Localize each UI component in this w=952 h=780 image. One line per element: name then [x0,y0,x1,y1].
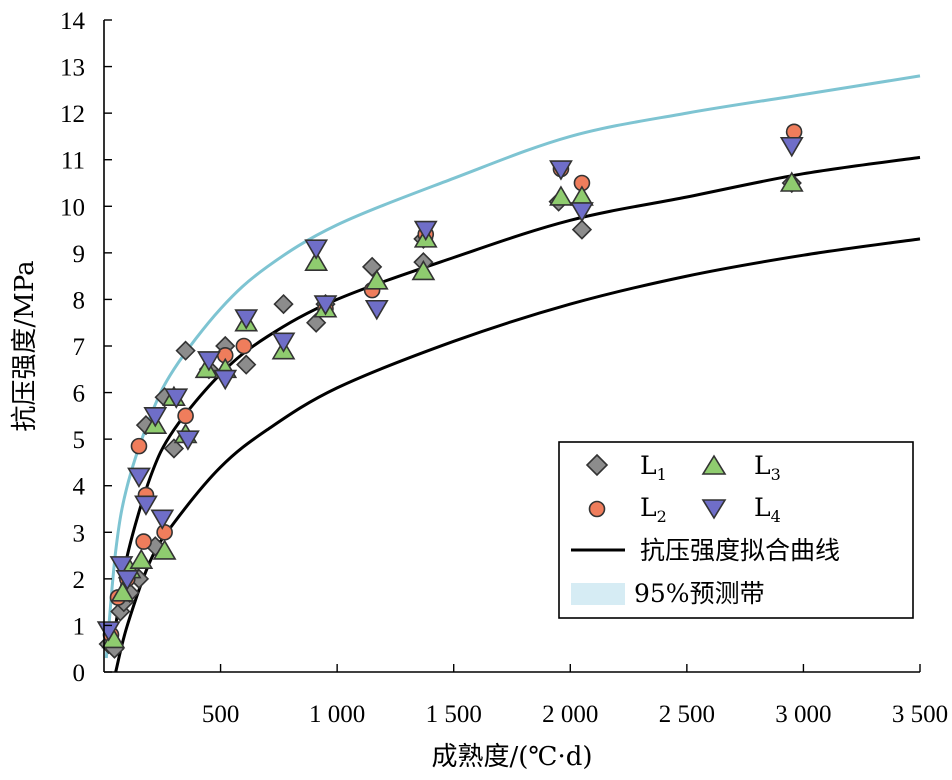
x-tick-label: 500 [202,701,240,728]
x-tick-label: 3 500 [892,701,948,728]
data-point-l2 [235,337,253,355]
legend-label-l3-name: L [754,451,771,480]
data-point-l4 [109,556,134,577]
data-point-l2 [130,437,148,455]
data-point-l4 [127,467,151,488]
data-point-l4 [134,495,158,516]
y-tick-label: 2 [73,567,86,594]
x-tick-label: 1 500 [426,701,482,728]
data-point-l4 [271,332,296,353]
data-point-l1 [571,219,593,240]
x-tick-label: 2 500 [659,701,715,728]
y-tick-label: 7 [73,334,86,361]
y-tick-label: 4 [73,474,86,501]
legend-label-l4-subscript: 4 [771,507,781,526]
data-point-l2 [135,533,152,550]
data-point-l1 [306,312,327,333]
data-point-l4 [150,509,175,530]
legend-label-l1-name: L [640,451,657,480]
data-point-l4 [413,220,438,242]
data-point-l4 [197,351,221,372]
x-tick-label: 2 000 [542,701,598,728]
legend-label-band: 95%预测带 [634,579,765,608]
prediction-band-upper-line [104,74,921,659]
data-point-l3 [779,171,804,192]
y-axis-title: 抗压强度/MPa [10,260,40,431]
legend-label-fit: 抗压强度拟合曲线 [640,536,840,565]
x-tick-label: 3 000 [775,701,831,728]
legend-label-l2-name: L [640,493,657,522]
data-point-l4 [549,160,573,181]
data-point-l1 [175,340,196,361]
data-point-l4 [164,388,189,409]
data-point-l2 [177,407,194,425]
legend-label-l1-subscript: 1 [657,465,667,484]
legend-label-l3-subscript: 3 [771,465,781,484]
legend-label-l2-subscript: 2 [657,507,667,526]
y-tick-label: 8 [73,287,86,314]
data-point-l4 [213,369,238,391]
data-point-l4 [779,136,804,158]
ticks: 500 1 000 1 500 2 000 2 500 3 000 3 5000123456… [60,8,948,728]
data-points-layer [96,123,804,659]
legend-label-l2: L2 [640,493,667,526]
data-point-l3 [304,250,329,271]
legend-marker-l2 [588,500,606,518]
fit-curve-layer [114,155,921,673]
legend-label-l3: L3 [754,451,781,484]
data-point-l4 [313,295,338,316]
x-axis-title: 成熟度/(℃·d) [431,742,592,772]
data-point-l3 [129,548,154,570]
y-tick-label: 13 [60,55,85,82]
fit-curve-lower [114,237,921,673]
data-point-l4 [304,239,329,260]
y-tick-label: 12 [60,101,85,128]
data-point-l4 [115,570,140,591]
data-point-l1 [163,438,185,459]
x-tick-label: 1 000 [309,701,365,728]
fit-curve-upper [114,155,921,626]
data-point-l4 [234,309,259,330]
y-tick-label: 14 [60,8,86,35]
legend-label-l4: L4 [754,493,781,526]
prediction-band-layer [104,74,921,659]
data-point-l3 [364,269,389,290]
data-point-l3 [411,259,436,281]
y-tick-label: 1 [73,613,86,640]
data-point-l3 [549,185,573,206]
y-tick-label: 11 [61,148,85,175]
legend: L1 L3 L2 L4 抗压强度拟合曲线 95%预测带 [558,441,914,619]
y-tick-label: 5 [73,427,86,454]
data-point-l4 [570,202,594,223]
legend-band-swatch [571,583,625,605]
legend-marker-l3 [701,454,727,475]
data-point-l3 [194,357,219,379]
y-tick-label: 9 [73,241,86,268]
data-point-l2 [156,523,173,541]
data-point-l1 [273,293,294,315]
data-point-l1 [236,354,257,375]
legend-marker-l1 [585,453,609,477]
y-tick-label: 0 [73,660,86,687]
data-point-l4 [143,407,168,428]
data-point-l3 [110,581,135,602]
legend-label-l4-name: L [754,493,771,522]
data-point-l3 [152,539,177,560]
y-tick-label: 6 [73,381,86,408]
legend-label-l1: L1 [640,451,667,484]
data-point-l4 [176,430,200,451]
legend-marker-l4 [701,499,727,520]
data-point-l4 [364,299,389,321]
y-tick-label: 3 [73,520,86,547]
y-tick-label: 10 [60,194,85,221]
